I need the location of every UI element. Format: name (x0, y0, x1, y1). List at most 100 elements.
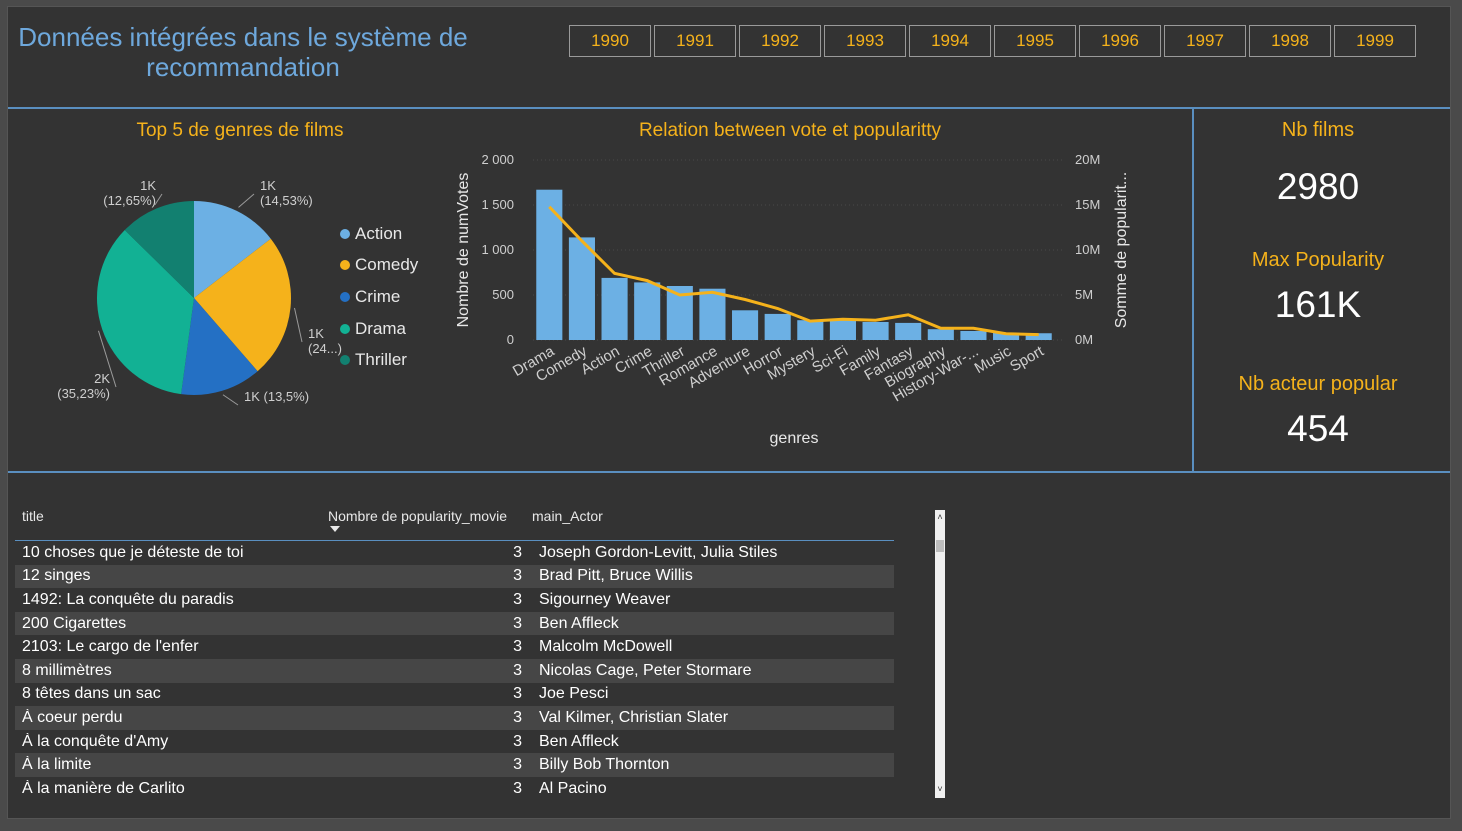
scroll-down-icon[interactable]: ˅ (937, 784, 943, 794)
legend-label: Crime (355, 286, 401, 306)
bar-family[interactable] (862, 322, 889, 340)
cell-popularity: 3 (513, 708, 522, 726)
pie-data-label: 2K (94, 371, 110, 386)
pie-slice-crime[interactable] (181, 298, 258, 395)
cell-title: 10 choses que je déteste de toi (22, 543, 244, 561)
table-scrollbar[interactable]: ˄ ˅ (935, 510, 945, 798)
pie-slice-action[interactable] (194, 201, 271, 298)
bar-fantasy[interactable] (895, 322, 922, 340)
legend-label: Drama (355, 318, 407, 338)
divider-top (8, 107, 1450, 109)
cell-title: À la conquête d'Amy (22, 732, 169, 750)
y-axis-label-left: Nombre de numVotes (455, 173, 472, 328)
popularity-line[interactable] (548, 205, 1039, 337)
pie-data-label: (24...) (308, 341, 342, 356)
table-row[interactable]: 8 millimètres 3 Nicolas Cage, Peter Storma… (15, 658, 894, 683)
table-row[interactable]: 200 Cigarettes 3 Ben Affleck (15, 611, 894, 636)
scroll-up-icon[interactable]: ˄ (937, 512, 943, 522)
pie-title: Top 5 de genres de films (136, 120, 344, 141)
legend-item-drama[interactable]: Drama (340, 313, 418, 345)
bar-horror[interactable] (764, 313, 791, 340)
y-tick-label-left: 500 (492, 287, 514, 302)
table-row[interactable]: À coeur perdu 3 Val Kilmer, Christian Slat… (15, 706, 894, 730)
bar-music[interactable] (993, 332, 1020, 340)
legend-item-thriller[interactable]: Thriller (340, 344, 418, 376)
kpi-nb-films-label: Nb films (1281, 119, 1355, 141)
bar-sci-fi[interactable] (829, 320, 856, 340)
cell-title: À la limite (22, 756, 92, 774)
year-button-1995[interactable]: 1995 (994, 25, 1076, 57)
cell-popularity: 3 (513, 638, 522, 656)
year-button-1998[interactable]: 1998 (1249, 25, 1331, 57)
year-button-1994[interactable]: 1994 (909, 25, 991, 57)
x-axis-label: genres (770, 430, 819, 447)
page-title-line1: Données intégrées dans le système de (18, 22, 468, 52)
table-row[interactable]: 12 singes 3 Brad Pitt, Bruce Willis (15, 564, 894, 589)
scroll-thumb[interactable] (936, 540, 944, 552)
pie-legend: Action Comedy Crime Drama Thriller (340, 218, 418, 376)
year-button-1993[interactable]: 1993 (824, 25, 906, 57)
y-tick-label-left: 0 (507, 332, 514, 347)
table-row[interactable]: 2103: Le cargo de l'enfer 3 Malcolm McDowe… (15, 635, 894, 659)
column-header-popularity[interactable]: Nombre de popularity_movie (328, 508, 507, 532)
cell-popularity: 3 (513, 779, 522, 797)
table-row[interactable]: À la limite 3 Billy Bob Thornton (15, 753, 894, 777)
bar-mystery[interactable] (797, 320, 824, 340)
pie-data-label: 1K (308, 326, 324, 341)
pie-chart[interactable]: 1K(14,53%)1K(24...)1K (13,5%)2K(35,23%)1… (30, 160, 350, 460)
bar-history-war-...[interactable] (960, 331, 987, 340)
year-button-1992[interactable]: 1992 (739, 25, 821, 57)
cell-popularity: 3 (513, 543, 522, 561)
legend-label: Comedy (355, 255, 419, 275)
bar-sport[interactable] (1025, 333, 1052, 340)
page-title-line2: recommandation (146, 52, 340, 82)
cell-popularity: 3 (513, 685, 522, 703)
page-title: Données intégrées dans le système de rec… (8, 22, 478, 82)
table-row[interactable]: À la conquête d'Amy 3 Ben Affleck (15, 730, 894, 754)
legend-swatch (340, 323, 350, 334)
bar-crime[interactable] (634, 282, 661, 340)
bar-action[interactable] (601, 277, 628, 340)
pie-data-label: (35,23%) (57, 386, 110, 401)
bar-comedy[interactable] (568, 237, 595, 340)
y-axis-label-right: Somme de popularit... (1113, 172, 1130, 329)
bar-romance[interactable] (699, 288, 726, 340)
y-tick-label-right: 5M (1075, 287, 1093, 302)
pie-data-label: 1K (140, 178, 156, 193)
legend-item-comedy[interactable]: Comedy (340, 250, 418, 282)
cell-popularity: 3 (513, 567, 522, 585)
pie-slice-drama[interactable] (96, 230, 194, 395)
kpi-nb-films-value: 2980 (1276, 166, 1360, 207)
cell-title: 8 têtes dans un sac (22, 685, 161, 703)
table-row[interactable]: 1492: La conquête du paradis 3 Sigourney W… (15, 588, 894, 612)
cell-main-actor: Val Kilmer, Christian Slater (539, 708, 729, 726)
year-button-1991[interactable]: 1991 (654, 25, 736, 57)
table-row[interactable]: À la manière de Carlito 3 Al Pacino (15, 777, 894, 801)
table-row[interactable]: 10 choses que je déteste de toi 3 Joseph G… (15, 541, 894, 565)
y-tick-label-left: 1 000 (481, 242, 514, 257)
cell-main-actor: Nicolas Cage, Peter Stormare (539, 661, 752, 679)
y-tick-label-right: 0M (1075, 332, 1093, 347)
legend-label: Thriller (355, 350, 407, 370)
year-button-1990[interactable]: 1990 (569, 25, 651, 57)
bar-biography[interactable] (927, 329, 954, 340)
legend-label: Action (355, 223, 403, 243)
year-button-1997[interactable]: 1997 (1164, 25, 1246, 57)
column-header-title[interactable]: title (22, 508, 44, 524)
table-row[interactable]: 8 têtes dans un sac 3 Joe Pesci (15, 683, 894, 707)
kpi-nb-actor-value: 454 (1287, 408, 1349, 449)
legend-item-action[interactable]: Action (340, 218, 418, 250)
y-tick-label-right: 10M (1075, 242, 1100, 257)
pie-slice-comedy[interactable] (194, 238, 291, 372)
column-header-main-actor[interactable]: main_Actor (532, 508, 603, 524)
year-button-1999[interactable]: 1999 (1334, 25, 1416, 57)
year-button-1996[interactable]: 1996 (1079, 25, 1161, 57)
y-tick-label-right: 20M (1075, 152, 1100, 167)
pie-slice-thriller[interactable] (124, 201, 194, 298)
kpi-nb-actor-label: Nb acteur popular (1238, 373, 1398, 395)
legend-item-crime[interactable]: Crime (340, 281, 418, 313)
bar-drama[interactable] (536, 189, 563, 340)
cell-title: 1492: La conquête du paradis (22, 590, 234, 608)
bar-adventure[interactable] (732, 310, 759, 340)
